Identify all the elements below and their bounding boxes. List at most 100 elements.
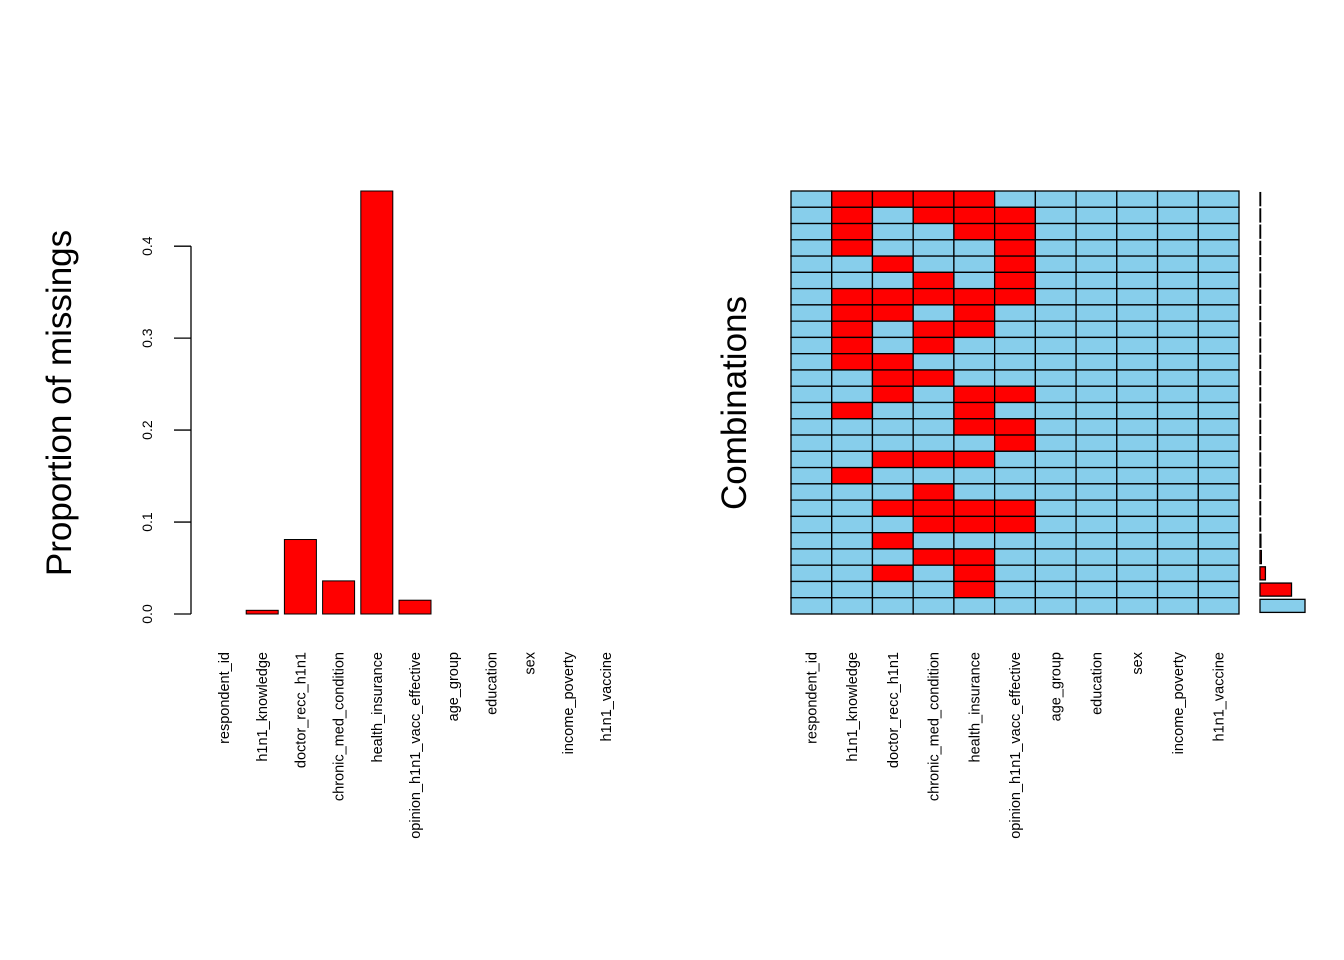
- observed-cell: [912, 532, 955, 550]
- missing-cell: [953, 515, 996, 534]
- observed-cell: [790, 304, 833, 322]
- combination-frequency-bar: [1259, 370, 1262, 386]
- observed-cell: [1197, 499, 1240, 518]
- observed-cell: [1197, 271, 1240, 290]
- observed-cell: [1034, 499, 1077, 518]
- observed-cell: [993, 336, 1037, 355]
- observed-cell: [993, 532, 1037, 550]
- observed-cell: [790, 385, 833, 404]
- observed-cell: [953, 255, 996, 273]
- missing-cell: [953, 564, 996, 583]
- observed-cell: [1197, 255, 1240, 273]
- missing-cell: [993, 499, 1037, 518]
- observed-cell: [1075, 385, 1118, 404]
- observed-cell: [790, 450, 833, 469]
- observed-cell: [1034, 515, 1077, 534]
- observed-cell: [1197, 418, 1240, 436]
- y-tick-label: 0.4: [139, 236, 155, 256]
- missing-cell: [993, 222, 1037, 241]
- combination-frequency-bar: [1259, 419, 1262, 435]
- missing-cell: [831, 353, 874, 371]
- observed-cell: [1034, 255, 1077, 273]
- observed-cell: [1116, 532, 1159, 550]
- y-axis-title-proportion: Proportion of missings: [40, 230, 79, 576]
- observed-cell: [1034, 548, 1077, 566]
- missing-cell: [953, 499, 996, 518]
- observed-cell: [1034, 369, 1077, 387]
- observed-cell: [871, 418, 914, 436]
- observed-cell: [1156, 190, 1199, 208]
- observed-cell: [1156, 255, 1199, 273]
- missing-cell: [912, 548, 955, 566]
- observed-cell: [1034, 564, 1077, 583]
- combination-frequency-bar: [1259, 549, 1262, 565]
- observed-cell: [953, 434, 996, 452]
- observed-cell: [993, 304, 1037, 322]
- observed-cell: [1197, 190, 1240, 208]
- observed-cell: [1116, 548, 1159, 566]
- combination-grid: [790, 190, 1240, 615]
- observed-cell: [831, 515, 874, 534]
- observed-cell: [831, 450, 874, 469]
- observed-cell: [790, 353, 833, 371]
- observed-cell: [1116, 483, 1159, 501]
- observed-cell: [993, 190, 1037, 208]
- observed-cell: [1156, 385, 1199, 404]
- observed-cell: [1197, 532, 1240, 550]
- observed-cell: [1116, 222, 1159, 241]
- observed-cell: [790, 369, 833, 387]
- observed-cell: [871, 466, 914, 485]
- observed-cell: [953, 466, 996, 485]
- observed-cell: [1197, 466, 1240, 485]
- observed-cell: [1156, 304, 1199, 322]
- observed-cell: [1116, 515, 1159, 534]
- observed-cell: [912, 434, 955, 452]
- missing-cell: [871, 353, 914, 371]
- observed-cell: [912, 239, 955, 257]
- observed-cell: [1034, 190, 1077, 208]
- observed-cell: [831, 483, 874, 501]
- observed-cell: [790, 255, 833, 273]
- grid-label-h1n1-vaccine: h1n1_vaccine: [1212, 652, 1228, 742]
- missing-cell: [993, 206, 1037, 225]
- observed-cell: [1034, 239, 1077, 257]
- observed-cell: [1116, 434, 1159, 452]
- observed-cell: [790, 190, 833, 208]
- observed-cell: [1197, 597, 1240, 615]
- observed-cell: [1116, 255, 1159, 273]
- missing-cell: [871, 564, 914, 583]
- observed-cell: [953, 336, 996, 355]
- observed-cell: [1034, 532, 1077, 550]
- observed-cell: [1075, 434, 1118, 452]
- observed-cell: [1116, 564, 1159, 583]
- missing-cell: [993, 515, 1037, 534]
- observed-cell: [912, 222, 955, 241]
- observed-cell: [993, 320, 1037, 339]
- heatmap-variable-labels: respondent_id h1n1_knowledge doctor_recc_h…: [804, 651, 1227, 839]
- observed-cell: [1034, 287, 1077, 306]
- observed-cell: [1034, 580, 1077, 599]
- observed-cell: [912, 418, 955, 436]
- grid-label-opinion-h1n1-vacc-effective: opinion_h1n1_vacc_effective: [1008, 652, 1024, 839]
- observed-cell: [1156, 271, 1199, 290]
- observed-cell: [912, 597, 955, 615]
- observed-cell: [1197, 483, 1240, 501]
- observed-cell: [790, 336, 833, 355]
- observed-cell: [1034, 385, 1077, 404]
- observed-cell: [1156, 564, 1199, 583]
- observed-cell: [953, 353, 996, 371]
- observed-cell: [912, 564, 955, 583]
- missing-cell: [953, 190, 996, 208]
- missing-cell: [912, 499, 955, 518]
- y-tick-label: 0.0: [139, 604, 155, 624]
- grid-label-doctor-recc-h1n1: doctor_recc_h1n1: [886, 652, 902, 768]
- observed-cell: [1156, 320, 1199, 339]
- observed-cell: [871, 483, 914, 501]
- missing-cell: [912, 320, 955, 339]
- observed-cell: [1075, 499, 1118, 518]
- observed-cell: [1075, 466, 1118, 485]
- observed-cell: [993, 369, 1037, 387]
- y-tick-label: 0.3: [139, 328, 155, 348]
- missing-cell: [831, 401, 874, 420]
- observed-cell: [1197, 353, 1240, 371]
